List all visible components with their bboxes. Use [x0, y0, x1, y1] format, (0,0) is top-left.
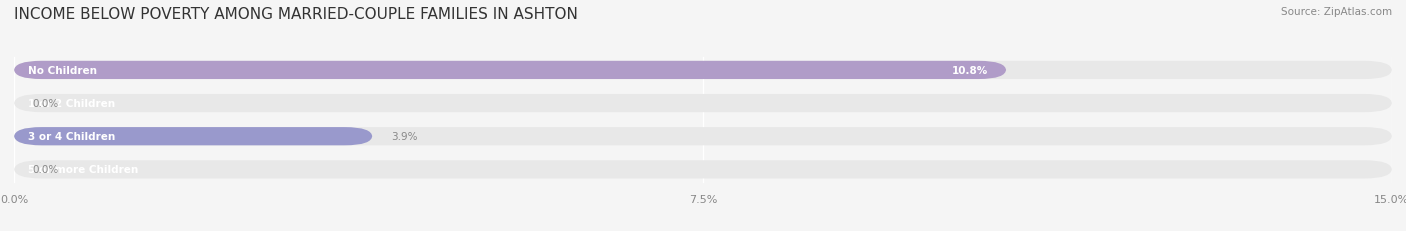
- Text: No Children: No Children: [28, 66, 97, 76]
- FancyBboxPatch shape: [14, 161, 1392, 179]
- Text: INCOME BELOW POVERTY AMONG MARRIED-COUPLE FAMILIES IN ASHTON: INCOME BELOW POVERTY AMONG MARRIED-COUPL…: [14, 7, 578, 22]
- Text: Source: ZipAtlas.com: Source: ZipAtlas.com: [1281, 7, 1392, 17]
- FancyBboxPatch shape: [14, 128, 373, 146]
- Text: 5 or more Children: 5 or more Children: [28, 165, 138, 175]
- Text: 10.8%: 10.8%: [952, 66, 988, 76]
- Text: 1 or 2 Children: 1 or 2 Children: [28, 99, 115, 109]
- Text: 0.0%: 0.0%: [32, 99, 59, 109]
- Text: 0.0%: 0.0%: [32, 165, 59, 175]
- Text: 3.9%: 3.9%: [391, 132, 418, 142]
- FancyBboxPatch shape: [14, 61, 1007, 80]
- FancyBboxPatch shape: [14, 61, 1392, 80]
- FancyBboxPatch shape: [14, 128, 1392, 146]
- Text: 3 or 4 Children: 3 or 4 Children: [28, 132, 115, 142]
- FancyBboxPatch shape: [14, 94, 1392, 113]
